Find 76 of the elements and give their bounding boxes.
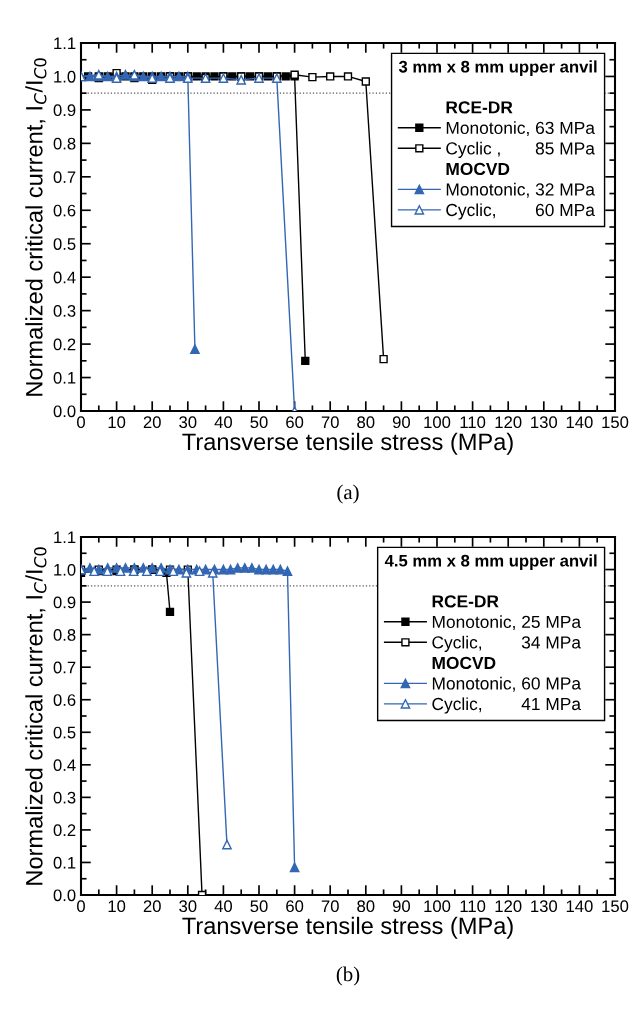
y-tick-label: 0.8: [53, 629, 76, 641]
y-axis-title: Normalized critical current, I$_{C}$/I$_{C0}$: [25, 58, 47, 396]
y-tick-label: 1.0: [54, 70, 76, 83]
legend-label: Monotonic, 63 MPa: [446, 121, 595, 137]
x-axis-title: Transverse tensile stress (MPa): [182, 916, 513, 939]
x-tick-label: 100: [424, 416, 451, 429]
x-tick-label: 30: [179, 416, 197, 429]
legend-label: Cyclic, 41 MPa: [432, 697, 582, 714]
y-tick-label: 0.2: [53, 824, 76, 837]
annotation: MOCVD: [446, 162, 510, 176]
x-tick-label: 150: [602, 416, 629, 429]
y-tick-label: 0.7: [53, 171, 76, 184]
legend-title: 4.5 mm x 8 mm upper anvil: [384, 554, 597, 570]
y-tick-label: 0.3: [53, 791, 76, 804]
x-tick-label: 120: [495, 416, 522, 429]
x-tick-label: 110: [460, 900, 486, 913]
legend-label: Cyclic, 60 MPa: [446, 203, 595, 220]
y-tick-label: 0.7: [53, 661, 76, 674]
y-tick-label: 0.5: [53, 726, 76, 739]
x-tick-label: 20: [143, 416, 161, 429]
x-tick-label: 70: [321, 416, 339, 429]
annotation: RCE-DR: [446, 101, 513, 114]
legend-label: Monotonic, 32 MPa: [446, 182, 595, 198]
x-axis-title: Transverse tensile stress (MPa): [182, 432, 513, 455]
annotation: MOCVD: [432, 656, 496, 670]
x-tick-label: 60: [286, 900, 304, 913]
y-tick-label: 0.2: [53, 338, 76, 351]
legend-label: Monotonic, 60 MPa: [432, 676, 582, 692]
x-tick-label: 70: [321, 900, 339, 913]
x-tick-label: 80: [357, 416, 375, 429]
y-tick-label: 1.0: [54, 563, 76, 576]
y-tick-label: 0.0: [53, 405, 76, 418]
text: (a): [337, 484, 359, 504]
x-tick-label: 0: [77, 900, 85, 913]
x-tick-label: 90: [392, 416, 411, 429]
y-tick-label: 0.4: [53, 759, 76, 772]
y-tick-label: 0.0: [53, 889, 76, 902]
annotation: RCE-DR: [432, 595, 499, 608]
x-tick-label: 10: [108, 900, 126, 913]
y-tick-label: 0.6: [53, 694, 76, 706]
x-tick-label: 130: [531, 900, 558, 913]
x-tick-label: 140: [566, 900, 593, 913]
x-tick-label: 30: [179, 900, 197, 913]
x-tick-label: 90: [392, 900, 411, 913]
y-tick-label: 0.1: [53, 856, 76, 869]
y-tick-label: 0.9: [53, 596, 76, 609]
x-tick-label: 80: [357, 900, 375, 913]
x-tick-label: 0: [77, 416, 85, 429]
legend-label: Cyclic, 34 MPa: [432, 635, 582, 652]
x-tick-label: 40: [214, 900, 233, 913]
x-tick-label: 60: [286, 416, 304, 429]
x-tick-label: 10: [108, 416, 126, 429]
x-tick-label: 130: [531, 416, 558, 429]
x-tick-label: 100: [424, 900, 451, 913]
x-tick-label: 110: [460, 416, 486, 429]
y-tick-label: 0.1: [53, 371, 76, 384]
y-tick-label: 0.4: [53, 271, 76, 284]
y-tick-label: 1.1: [54, 37, 76, 50]
y-tick-label: 0.6: [53, 204, 76, 217]
y-axis-title: Normalized critical current, I$_{C}$/I$_{C0}$: [25, 547, 47, 885]
legend-title: 3 mm x 8 mm upper anvil: [398, 60, 597, 76]
x-tick-label: 40: [214, 416, 233, 429]
text: (b): [336, 966, 360, 986]
y-tick-label: 0.8: [53, 137, 76, 150]
y-tick-label: 1.1: [54, 531, 76, 544]
x-tick-label: 20: [143, 900, 161, 913]
legend-label: Monotonic, 25 MPa: [432, 615, 582, 631]
x-tick-label: 50: [250, 900, 268, 913]
x-tick-label: 140: [566, 416, 593, 429]
x-tick-label: 120: [495, 900, 522, 913]
x-tick-label: 150: [602, 900, 629, 913]
x-tick-label: 50: [250, 416, 268, 429]
y-tick-label: 0.9: [53, 104, 76, 117]
y-tick-label: 0.5: [53, 238, 76, 250]
legend-label: Cyclic , 85 MPa: [446, 141, 595, 158]
y-tick-label: 0.3: [53, 305, 76, 317]
